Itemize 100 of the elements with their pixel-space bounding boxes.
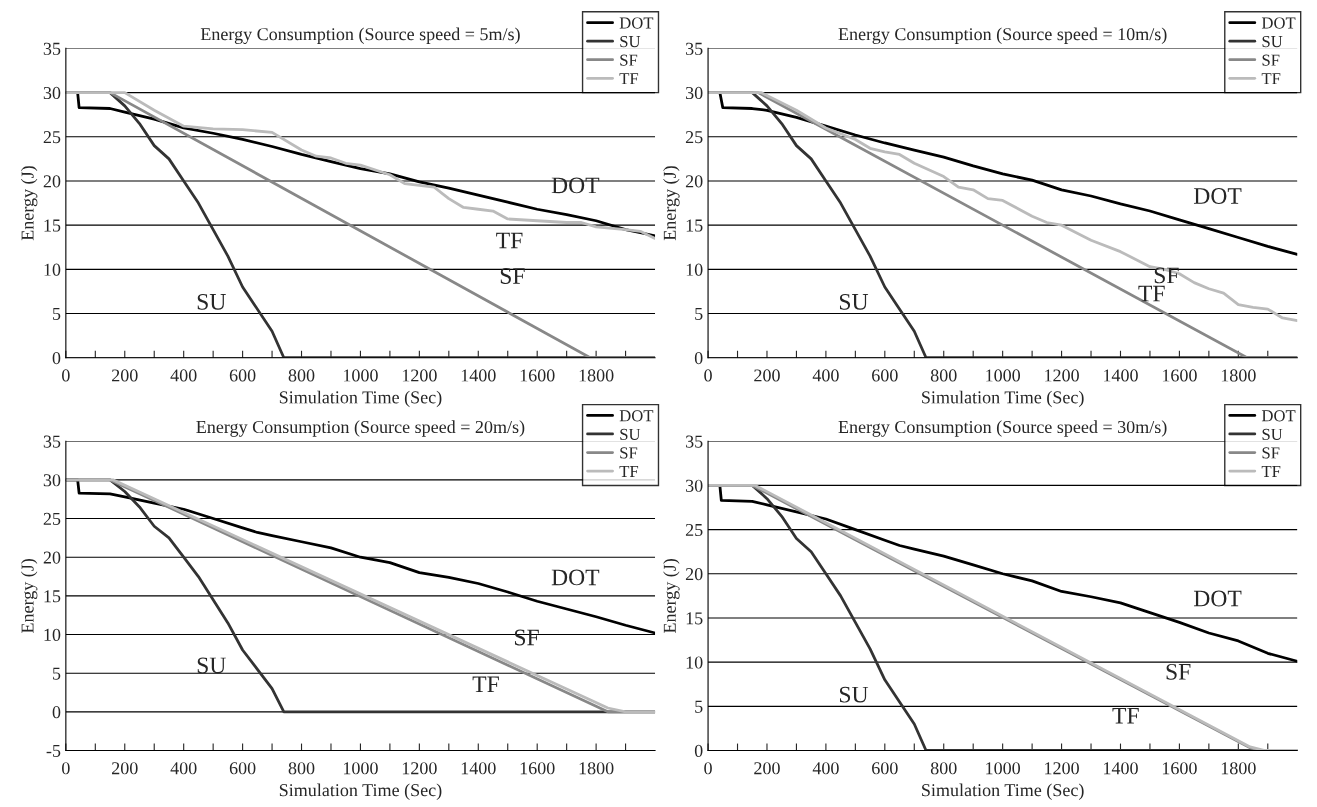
y-axis-title: Energy (J) [20,166,38,241]
text: SU [197,657,226,674]
y-tick-label: 10 [686,656,703,669]
chart-title: Energy Consumption (Source speed = 10m/s) [838,27,1167,44]
x-tick-label: 1000 [986,762,1021,775]
legend-label: DOT [619,410,654,422]
x-tick-label: 1200 [402,369,437,382]
x-tick-label: 1000 [343,369,378,382]
x-tick-label: 1600 [1162,762,1197,775]
x-tick-label: 800 [288,369,315,382]
x-tick-label: 1600 [1162,369,1197,382]
y-tick-label: 10 [686,263,703,276]
y-tick-label: 0 [694,744,703,757]
y-tick-label: 20 [685,175,703,188]
y-tick-label: 5 [53,667,61,680]
x-tick-label: 0 [62,369,70,382]
x-tick-label: 400 [812,762,839,775]
x-tick-label: 800 [930,762,957,775]
text: DOT [1193,590,1242,607]
x-tick-label: 400 [170,369,197,382]
y-tick-label: 35 [43,435,61,448]
y-axis-title: Energy (J) [663,558,680,634]
text: TF [472,676,499,693]
x-tick-label: 1200 [402,762,437,775]
text: TF [1138,285,1165,302]
x-axis-title: Simulation Time (Sec) [279,783,442,800]
x-tick-label: 0 [704,369,712,382]
x-tick-label: 1800 [1221,369,1256,382]
text: SU [197,293,226,310]
legend-label: TF [1261,73,1281,85]
x-tick-label: 0 [704,762,712,775]
legend-label: TF [619,73,639,85]
y-tick-label: 30 [686,479,703,492]
x-tick-label: 1400 [461,369,496,382]
x-tick-label: 1200 [1045,369,1079,382]
y-tick-label: 30 [686,86,703,100]
y-axis-title: Energy (J) [20,558,38,634]
x-tick-label: 800 [930,369,957,382]
legend-label: SF [620,54,638,66]
y-tick-label: 35 [686,435,703,448]
y-tick-label: 25 [685,523,703,537]
x-tick-label: 1800 [579,762,614,775]
y-tick-label: 0 [52,706,61,719]
legend-label: SF [620,447,638,459]
x-axis-title: Simulation Time (Sec) [922,783,1084,800]
x-tick-label: 600 [229,369,256,382]
x-tick-label: 1600 [520,762,555,775]
y-tick-label: 20 [43,175,61,188]
x-tick-label: 1800 [579,369,614,382]
x-axis-title: Simulation Time (Sec) [279,390,442,408]
x-tick-label: 800 [288,762,315,775]
text: DOT [551,569,600,586]
x-tick-label: 1800 [1221,762,1256,775]
y-tick-label: 35 [43,42,61,55]
y-tick-label: 5 [695,700,703,713]
y-tick-label: 15 [686,219,703,232]
legend-label: DOT [1261,410,1296,422]
x-tick-label: 1200 [1045,762,1079,775]
y-tick-label: 15 [44,219,61,232]
x-tick-label: 1000 [343,762,378,775]
text: SF [500,268,525,284]
text: SF [1166,663,1191,680]
text: DOT [1193,188,1242,204]
y-tick-label: 10 [44,628,61,641]
chart-title: Energy Consumption (Source speed = 20m/s) [196,420,525,437]
text: SF [1154,267,1179,284]
text: TF [1112,707,1139,724]
y-tick-label: 30 [43,86,61,100]
legend-label: TF [619,466,639,477]
legend-label: SF [1262,447,1280,459]
text: SU [839,293,869,310]
legend-label: SU [1262,428,1283,440]
chart-title: Energy Consumption (Source speed = 5m/s) [200,27,520,44]
y-tick-label: 5 [53,307,61,320]
legend-label: SF [1262,54,1280,66]
x-tick-label: 600 [872,369,898,382]
x-tick-label: 400 [170,762,197,775]
y-tick-label: 20 [685,568,703,581]
y-tick-label: 30 [43,474,61,487]
legend-label: DOT [619,17,654,29]
y-tick-label: 10 [44,263,61,276]
y-tick-label: 25 [43,131,61,144]
text: DOT [551,177,600,194]
x-tick-label: 600 [872,762,898,775]
y-tick-label: 15 [686,612,703,625]
x-tick-label: 400 [812,369,839,382]
x-tick-label: 1400 [1104,762,1138,775]
x-tick-label: 200 [754,762,780,775]
x-tick-label: 600 [229,762,256,775]
y-tick-label: 5 [695,307,703,320]
x-tick-label: 1600 [520,369,555,382]
x-tick-label: 1400 [461,762,496,775]
x-tick-label: 0 [62,762,70,775]
x-tick-label: 1400 [1104,369,1138,382]
legend-label: SU [620,35,641,48]
text: SU [839,686,869,703]
y-tick-label: 25 [685,131,703,144]
x-tick-label: 200 [112,369,138,382]
legend-label: SU [620,428,641,440]
y-tick-label: 35 [686,42,703,55]
